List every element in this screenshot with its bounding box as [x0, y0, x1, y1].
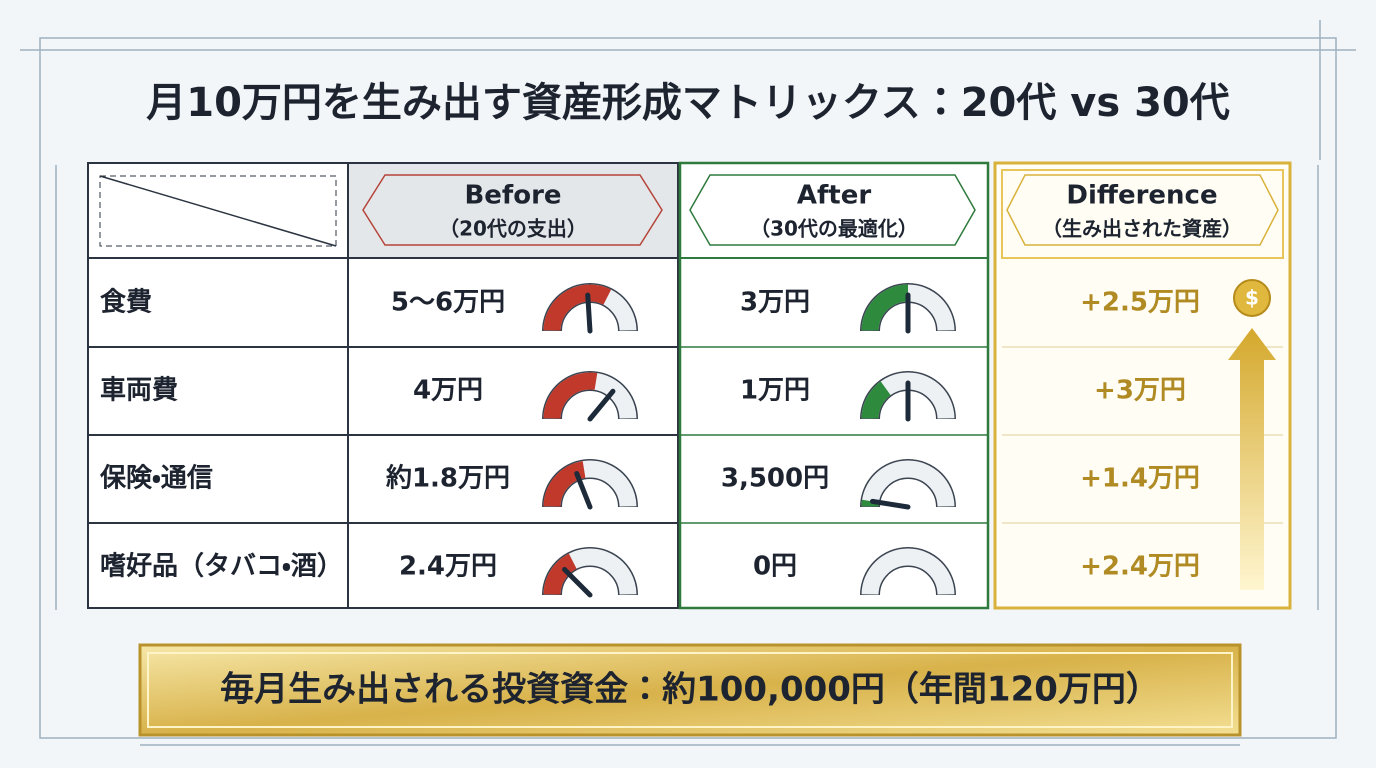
svg-text:$: $	[1245, 286, 1259, 310]
gauge-fill	[861, 381, 892, 420]
growth-arrow: $	[1228, 279, 1276, 590]
after-value: 3,500円	[721, 464, 829, 494]
row-label: 車両費	[100, 376, 178, 406]
gauge	[542, 283, 638, 334]
before-value: 4万円	[413, 376, 483, 406]
column-note: （生み出された資産）	[1042, 217, 1242, 241]
gauge-fill	[543, 284, 612, 332]
gauge	[860, 547, 956, 596]
gauge-needle	[562, 567, 593, 598]
gauge-fill	[543, 461, 586, 508]
gauge-fill	[543, 372, 598, 420]
column-name: Difference	[1066, 181, 1217, 211]
gauge-needle	[587, 388, 616, 422]
after-value: 1万円	[740, 376, 810, 406]
column-name: After	[797, 181, 871, 211]
before-value: 約1.8万円	[385, 463, 510, 494]
difference-value: +1.4万円	[1080, 464, 1200, 494]
row-label: 保険・通信	[99, 463, 213, 494]
title: 月10万円を生み出す資産形成マトリックス：20代 vs 30代	[146, 80, 1230, 126]
table-rows: Before （20代の支出） After （30代の最適化） Difference （生…	[88, 181, 1283, 598]
gauge	[860, 459, 956, 510]
difference-value: +3万円	[1094, 376, 1186, 406]
column-note: （20代の支出）	[439, 217, 587, 241]
footer-banner: 毎月生み出される投資資金：約100,000円（年間120万円）	[138, 643, 1242, 737]
gauge	[542, 371, 638, 422]
footer-text: 毎月生み出される投資資金：約100,000円（年間120万円）	[220, 670, 1160, 710]
gauge-bg	[861, 548, 955, 596]
difference-value: +2.5万円	[1080, 288, 1200, 318]
gauge-fill	[861, 284, 909, 332]
gauge	[860, 371, 956, 422]
before-value: 5〜6万円	[391, 288, 505, 318]
column-note: （30代の最適化）	[750, 217, 918, 241]
after-value: 3万円	[740, 288, 810, 318]
column-name: Before	[464, 181, 561, 211]
difference-value: +2.4万円	[1080, 552, 1200, 582]
gauge-needle	[574, 471, 593, 510]
gauge-needle	[585, 292, 593, 334]
frame	[20, 20, 1356, 746]
gauge-bg	[861, 460, 955, 508]
gauge	[860, 283, 956, 334]
after-value: 0円	[753, 552, 797, 582]
gauge	[542, 547, 638, 598]
gauge-needle	[869, 498, 911, 510]
gauge	[542, 459, 638, 510]
row-label: 食費	[100, 287, 152, 318]
before-value: 2.4万円	[399, 552, 497, 582]
row-label: 嗜好品（タバコ・酒）	[100, 552, 343, 582]
gauge-fill	[543, 553, 578, 596]
